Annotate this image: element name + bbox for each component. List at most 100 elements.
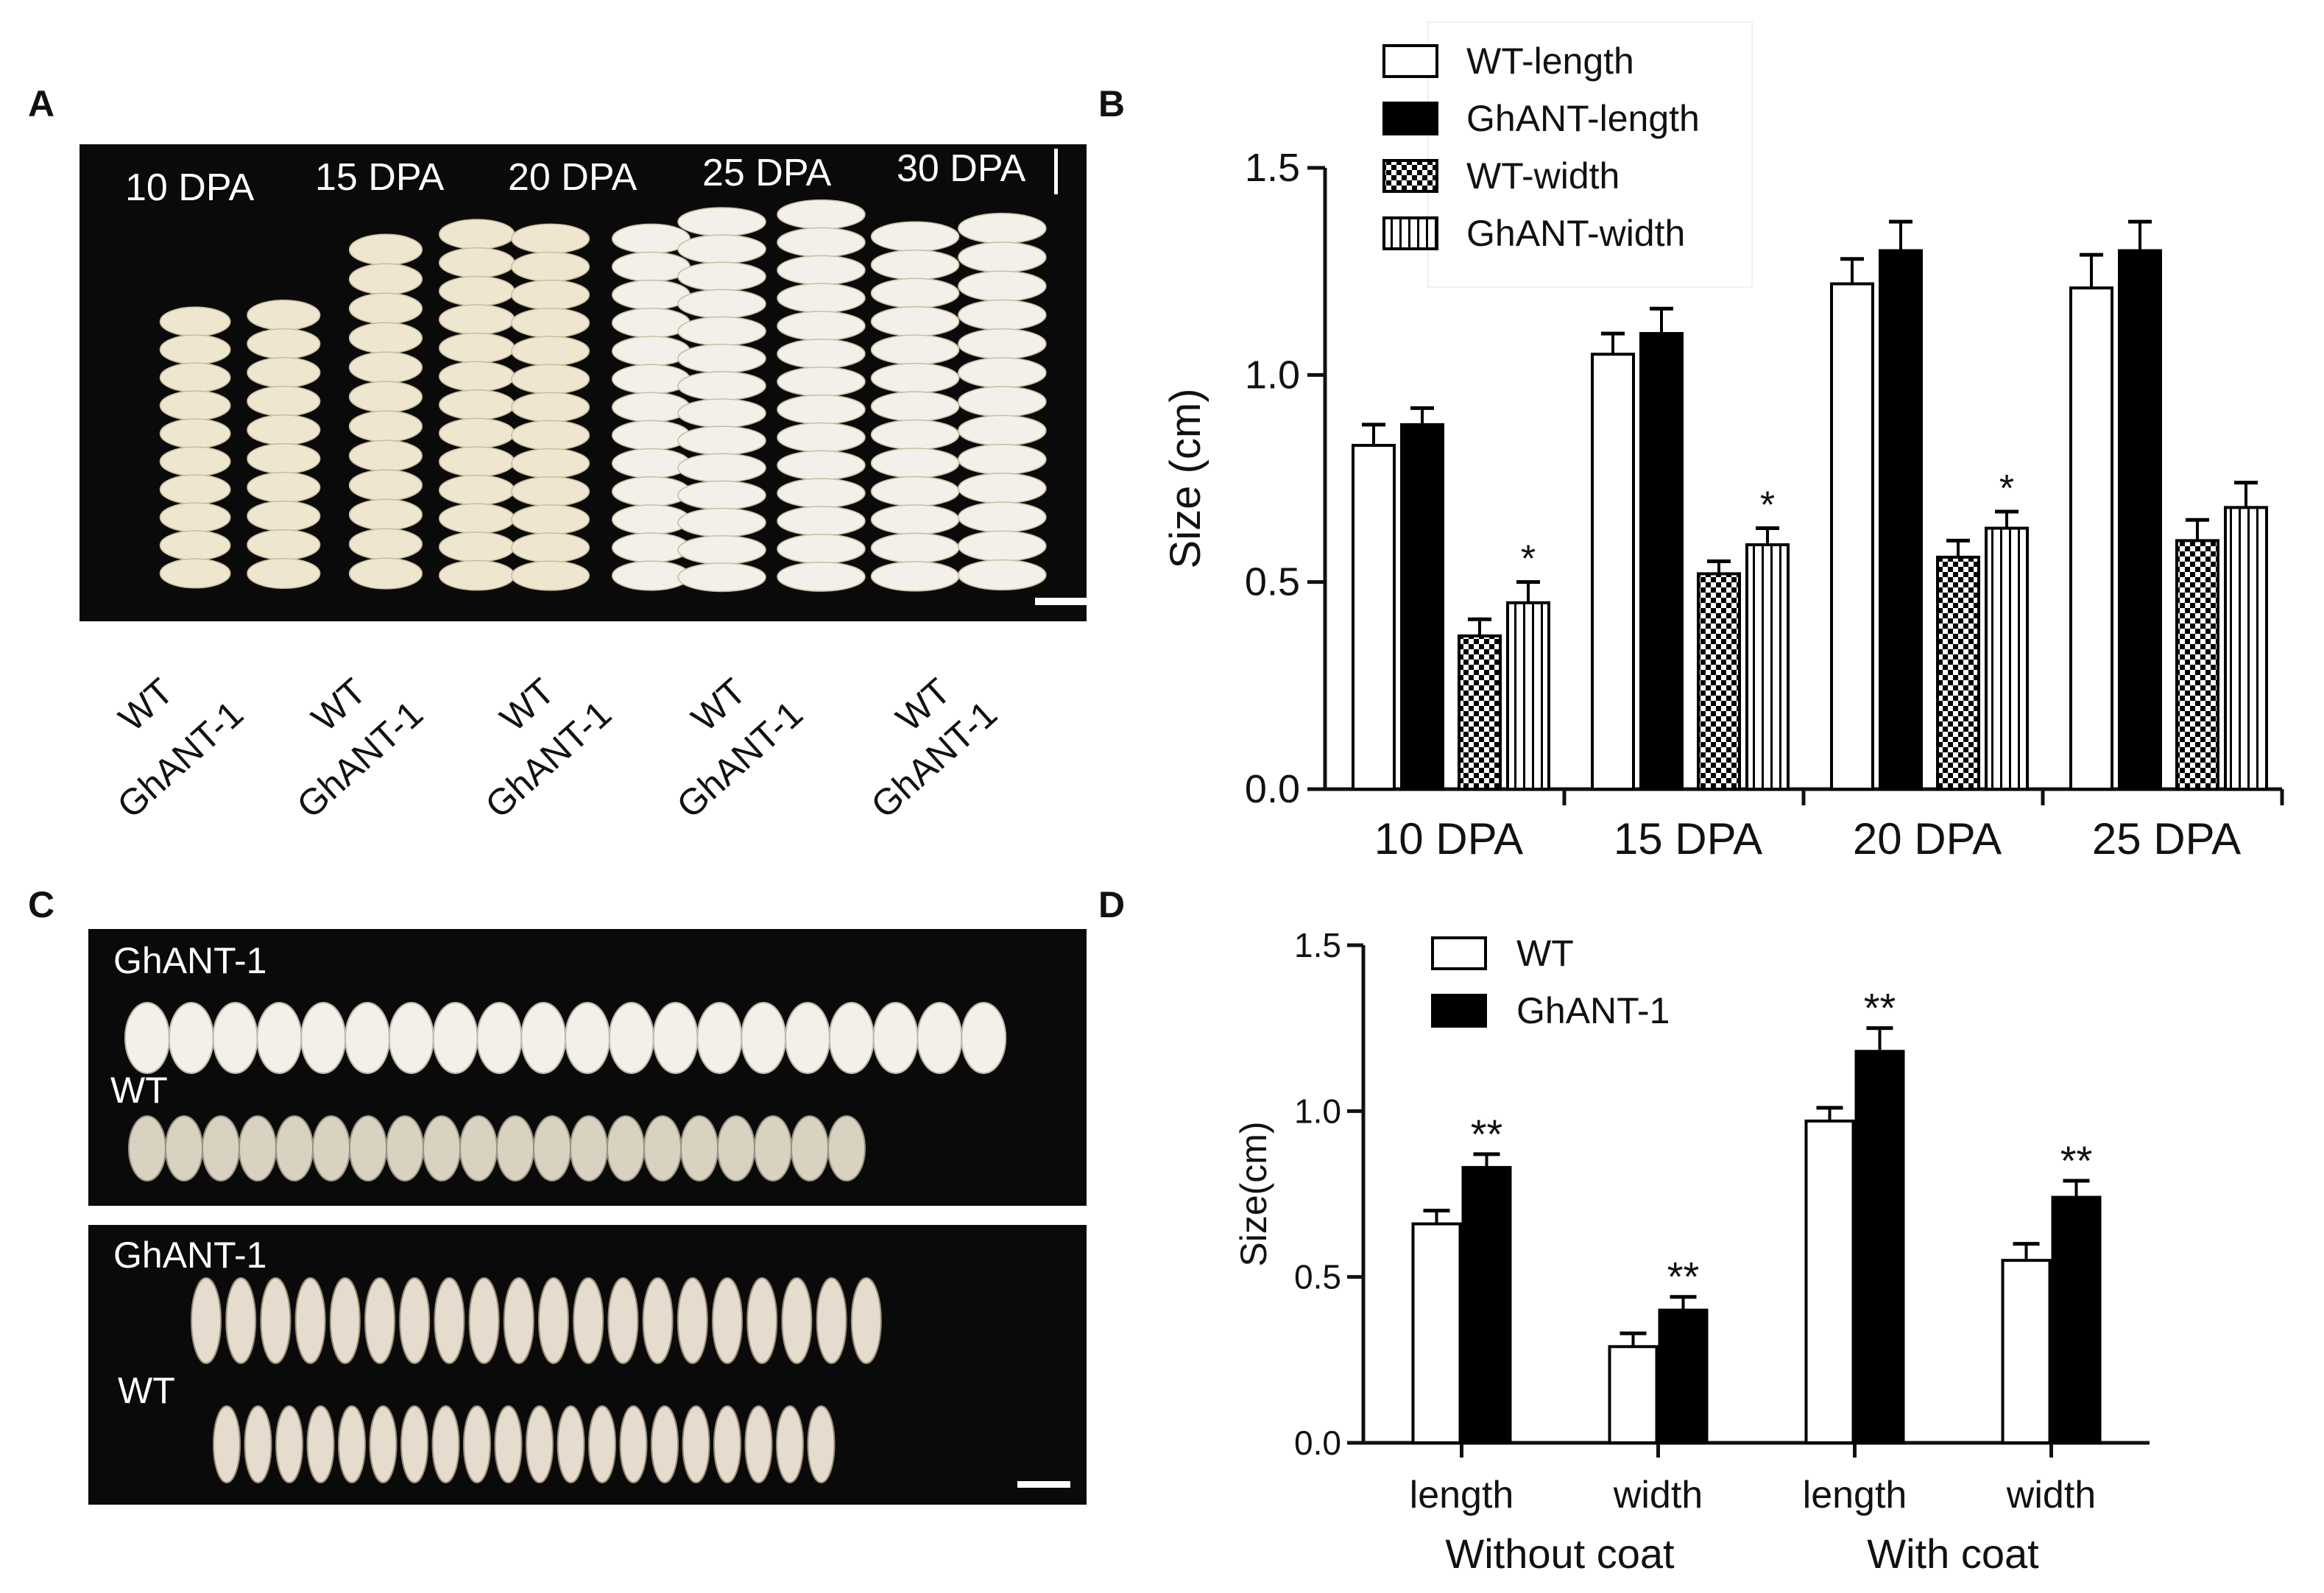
fuzzy-seed-ghant: [961, 1002, 1007, 1074]
legend-swatch-d: [1431, 936, 1487, 970]
bar-b-ghant-width: [1745, 543, 1790, 791]
naked-seed-wt: [526, 1405, 554, 1483]
naked-seed-wt: [338, 1405, 366, 1483]
bar-d-wt: [1608, 1345, 1659, 1444]
fuzzy-seed-wt: [827, 1115, 866, 1181]
bar-b-ghant-width: [1506, 601, 1550, 791]
bar-b-wt-width: [1697, 572, 1741, 791]
naked-seeds-image: GhANT-1 WT: [113, 1235, 1070, 1488]
panel-letter-c: C: [28, 884, 55, 925]
scale-bar-c: [1017, 1481, 1070, 1488]
bar-b-ghant-width: [2224, 506, 2268, 791]
naked-seed-ghant: [677, 1277, 708, 1364]
bar-d-ghant-1: [2051, 1195, 2102, 1445]
naked-seed-wt: [494, 1405, 523, 1483]
panel-letter-b: B: [1098, 83, 1126, 124]
significance-mark-d: **: [1667, 1254, 1700, 1300]
naked-seed-wt: [651, 1405, 679, 1483]
naked-seeds-photo: GhANT-1 WT: [88, 1225, 1087, 1505]
panel-letter-a: A: [28, 83, 55, 124]
bar-b-ghant-length: [1400, 423, 1444, 791]
x-tick-label-b: 15 DPA: [1614, 814, 1762, 863]
bar-d-ghant-1: [1658, 1308, 1709, 1444]
legend-label-b: GhANT-length: [1466, 98, 1700, 139]
naked-seed-ghant: [399, 1277, 431, 1364]
naked-seed-ghant: [225, 1277, 257, 1364]
naked-seed-ghant: [434, 1277, 465, 1364]
y-axis-label-b: Size (cm): [1162, 389, 1209, 569]
photo-c2-label-wt: WT: [118, 1370, 175, 1411]
legend-swatch-d: [1431, 994, 1487, 1028]
panel-letter-d: D: [1098, 884, 1126, 925]
bar-d-ghant-1: [1854, 1050, 1905, 1445]
y-tick-label-b: 1.5: [1245, 146, 1300, 190]
y-tick-label-d: 0.0: [1294, 1424, 1341, 1462]
naked-seed-wt: [776, 1405, 804, 1483]
stage-label-30dpa: 30 DPA: [897, 147, 1026, 190]
significance-mark-d: **: [1864, 985, 1896, 1031]
seed: [247, 557, 321, 590]
y-tick-label-b: 0.5: [1245, 560, 1300, 604]
legend-label-b: WT-width: [1466, 155, 1620, 197]
naked-seed-ghant: [607, 1277, 639, 1364]
naked-seed-wt: [306, 1405, 335, 1483]
naked-seed-ghant: [573, 1277, 604, 1364]
legend-swatch-b: [1382, 159, 1438, 193]
y-tick-label-b: 0.0: [1245, 767, 1300, 811]
bar-b-ghant-length: [1879, 249, 1923, 791]
naked-seed-wt: [557, 1405, 585, 1483]
naked-seed-wt: [744, 1405, 773, 1483]
bar-b-wt-width: [2175, 539, 2219, 791]
naked-seed-ghant: [503, 1277, 534, 1364]
legend-label-d: GhANT-1: [1516, 990, 1670, 1031]
bar-b-wt-length: [1830, 282, 1874, 791]
seed-development-photo: 10 DPA 15 DPA 20 DPA 25 DPA 30 DPA: [80, 144, 1087, 621]
photo-c1-label-ghant: GhANT-1: [113, 940, 266, 981]
bar-b-wt-length: [1591, 353, 1635, 791]
legend-label-b: GhANT-width: [1466, 213, 1685, 254]
significance-mark-b: *: [1521, 538, 1536, 581]
seed: [348, 557, 423, 590]
photo-c2-label-ghant: GhANT-1: [113, 1235, 266, 1276]
seed: [677, 562, 766, 593]
naked-seed-ghant: [538, 1277, 569, 1364]
legend-label-b: WT-length: [1466, 40, 1634, 82]
significance-mark-d: **: [2060, 1137, 2093, 1184]
naked-seed-ghant: [468, 1277, 500, 1364]
legend-label-d: WT: [1516, 933, 1574, 974]
bar-d-ghant-1: [1461, 1165, 1512, 1444]
naked-seed-ghant: [816, 1277, 847, 1364]
scale-bar-a: [1035, 598, 1087, 605]
naked-seed-wt: [431, 1405, 460, 1483]
photo-c1-label-wt: WT: [110, 1070, 168, 1111]
x-tick-label-b: 20 DPA: [1853, 814, 2002, 863]
bar-b-ghant-width: [1985, 526, 2029, 791]
x-tick-label-d: width: [1613, 1474, 1703, 1516]
bar-b-ghant-length: [2118, 249, 2162, 791]
naked-seed-wt: [400, 1405, 428, 1483]
stage-label-10dpa: 10 DPA: [125, 166, 255, 209]
naked-seed-ghant: [642, 1277, 674, 1364]
x-group-label-d: With coat: [1867, 1530, 2039, 1577]
legend-swatch-b: [1382, 102, 1438, 135]
bar-b-wt-length: [2069, 286, 2113, 791]
naked-seed-wt: [619, 1405, 648, 1483]
y-tick-label-d: 0.5: [1294, 1258, 1341, 1296]
naked-seed-ghant: [850, 1277, 882, 1364]
seed: [958, 559, 1047, 591]
naked-seed-ghant: [364, 1277, 395, 1364]
naked-seed-wt: [713, 1405, 741, 1483]
bar-b-wt-width: [1936, 555, 1980, 791]
bar-b-wt-length: [1352, 443, 1396, 791]
stage-label-15dpa: 15 DPA: [315, 156, 445, 199]
x-tick-label-d: length: [1803, 1474, 1907, 1516]
photo-a-marker: [1054, 149, 1058, 194]
naked-seed-wt: [588, 1405, 616, 1483]
naked-seed-wt: [807, 1405, 836, 1483]
legend-b: [1427, 21, 1753, 288]
seed-development-image: 10 DPA 15 DPA 20 DPA 25 DPA 30 DPA: [125, 147, 1087, 605]
significance-mark-b: *: [1760, 484, 1775, 527]
legend-swatch-b: [1382, 44, 1438, 78]
